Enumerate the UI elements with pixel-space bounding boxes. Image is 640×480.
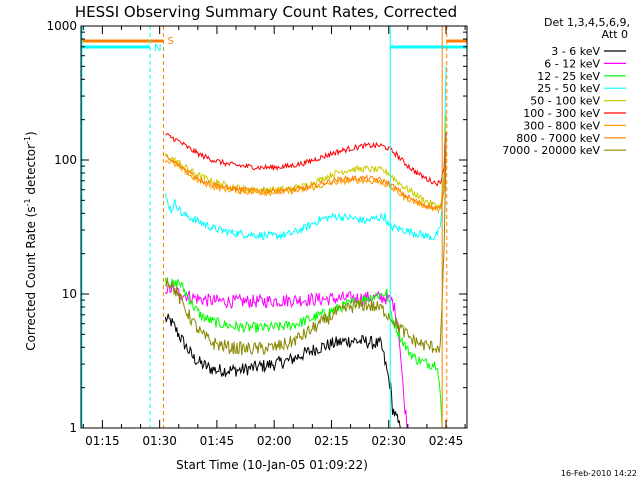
axis-layer: 01:15 01:30 01:45 02:00 02:15 02:30 02:45 1 10 10…	[46, 19, 468, 448]
y-tick-label-2: 10	[62, 287, 77, 301]
legend-header-line2: Att 0	[602, 28, 628, 41]
x-tick-label-4: 02:00	[257, 434, 292, 448]
series-line-4	[164, 66, 447, 241]
y-axis-label-sup2: -1	[23, 136, 32, 144]
x-tick-label-7: 02:45	[429, 434, 464, 448]
x-tick-label-3: 01:45	[200, 434, 235, 448]
y-axis-label-sup1: -1	[23, 198, 32, 206]
y-axis-label-mid: detector	[24, 144, 38, 199]
legend-label-4: 25 - 50 keV	[537, 82, 600, 95]
chart-title: HESSI Observing Summary Count Rates, Cor…	[75, 3, 457, 21]
legend-label-3: 12 - 25 keV	[537, 70, 600, 83]
y-axis-label-main: Corrected Count Rate (s	[24, 206, 38, 350]
legend-label-7: 300 - 800 keV	[523, 119, 600, 132]
x-tick-label-5: 02:15	[314, 434, 349, 448]
series-line-8	[165, 136, 447, 211]
x-tick-label-1: 01:15	[85, 434, 120, 448]
series-line-1	[164, 313, 446, 429]
legend-label-8: 800 - 7000 keV	[516, 132, 600, 145]
annotation-n: N	[154, 43, 161, 54]
legend-label-5: 50 - 100 keV	[530, 95, 600, 108]
series-layer	[164, 66, 447, 429]
footer-date: 16-Feb-2010 14:22	[561, 469, 637, 478]
legend-label-1: 3 - 6 keV	[551, 45, 600, 58]
series-line-3	[164, 277, 443, 429]
legend-label-2: 6 - 12 keV	[544, 57, 600, 70]
annotation-s: S	[167, 36, 173, 47]
y-tick-label-4: 1000	[46, 19, 77, 33]
series-line-7	[164, 140, 447, 214]
y-axis-label-end: )	[24, 131, 38, 136]
series-line-9	[164, 149, 447, 356]
y-axis-label: Corrected Count Rate (s-1 detector-1)	[23, 131, 38, 350]
legend-label-9: 7000 - 20000 keV	[502, 144, 600, 157]
legend-label-6: 100 - 300 keV	[523, 107, 600, 120]
series-line-2	[164, 281, 409, 429]
legend-header-line1: Det 1,3,4,5,6,9,	[544, 16, 630, 29]
marker-layer: NS	[81, 26, 467, 428]
x-tick-label-6: 02:30	[371, 434, 406, 448]
y-tick-label-3: 100	[54, 153, 77, 167]
x-tick-label-2: 01:30	[142, 434, 177, 448]
x-axis-label: Start Time (10-Jan-05 01:09:22)	[176, 458, 368, 472]
series-line-6	[165, 132, 447, 187]
y-tick-label-1: 1	[69, 421, 77, 435]
svg-text:Corrected Count Rate (s-1 dete: Corrected Count Rate (s-1 detector-1)	[23, 131, 38, 350]
